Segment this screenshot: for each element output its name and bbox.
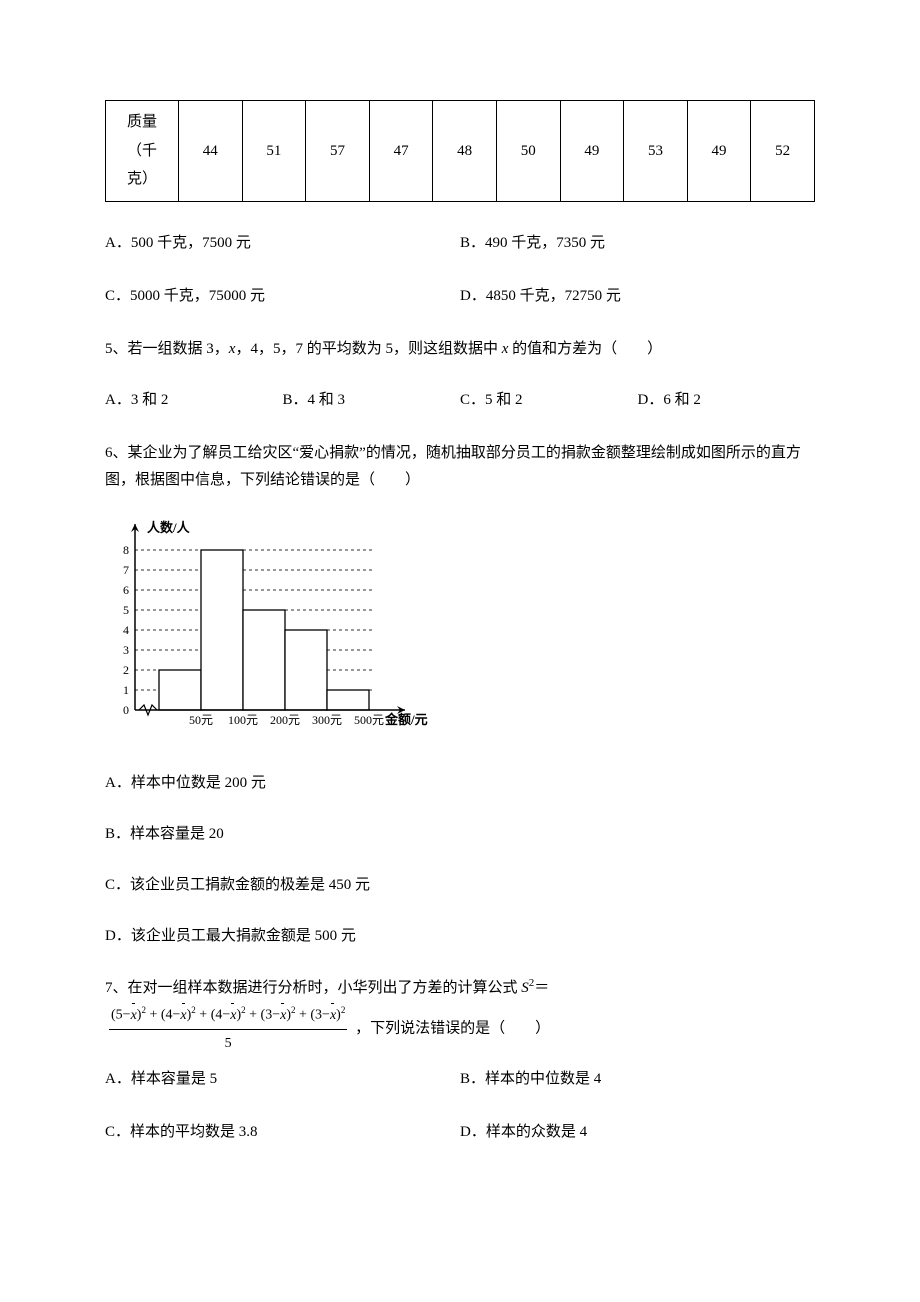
q7-options-row2: C．样本的平均数是 3.8 D．样本的众数是 4 bbox=[105, 1119, 815, 1146]
q4-option-d: D．4850 千克，72750 元 bbox=[460, 283, 815, 310]
q7-denominator: 5 bbox=[109, 1030, 347, 1056]
svg-text:0: 0 bbox=[123, 703, 129, 717]
row-header-line: 克） bbox=[127, 171, 157, 187]
row-header-cell: 质量 （千 克） bbox=[106, 101, 179, 202]
q4-option-c: C．5000 千克，75000 元 bbox=[105, 283, 460, 310]
q5-option-a: A．3 和 2 bbox=[105, 387, 283, 414]
q7-options-row1: A．样本容量是 5 B．样本的中位数是 4 bbox=[105, 1066, 815, 1093]
svg-text:3: 3 bbox=[123, 643, 129, 657]
q5-text: 5、若一组数据 3，x，4，5，7 的平均数为 5，则这组数据中 x 的值和方差… bbox=[105, 336, 815, 363]
svg-text:1: 1 bbox=[123, 683, 129, 697]
table-cell: 44 bbox=[179, 101, 243, 202]
chart-svg: 0 1 2 3 4 5 6 7 8 50元 100元 200元 300元 500元 人数/人金额/元 bbox=[105, 510, 435, 740]
q4-options-row2: C．5000 千克，75000 元 D．4850 千克，72750 元 bbox=[105, 283, 815, 310]
table-cell: 53 bbox=[624, 101, 688, 202]
q5-option-b: B．4 和 3 bbox=[283, 387, 461, 414]
svg-text:2: 2 bbox=[123, 663, 129, 677]
table-cell: 50 bbox=[496, 101, 560, 202]
q6-option-a: A．样本中位数是 200 元 bbox=[105, 770, 815, 797]
q4-option-b: B．490 千克，7350 元 bbox=[460, 230, 815, 257]
q5-options: A．3 和 2 B．4 和 3 C．5 和 2 D．6 和 2 bbox=[105, 387, 815, 414]
table-cell: 51 bbox=[242, 101, 306, 202]
q6-option-c: C．该企业员工捐款金额的极差是 450 元 bbox=[105, 872, 815, 899]
q5-option-c: C．5 和 2 bbox=[460, 387, 638, 414]
q7-eq: ＝ bbox=[534, 980, 549, 996]
svg-text:8: 8 bbox=[123, 543, 129, 557]
q6-option-d: D．该企业员工最大捐款金额是 500 元 bbox=[105, 923, 815, 950]
svg-text:200元: 200元 bbox=[270, 713, 300, 727]
svg-text:100元: 100元 bbox=[228, 713, 258, 727]
svg-text:7: 7 bbox=[123, 563, 129, 577]
row-header-line: （千 bbox=[127, 143, 157, 159]
svg-text:50元: 50元 bbox=[189, 713, 213, 727]
q7-pre: 7、在对一组样本数据进行分析时，小华列出了方差的计算公式 bbox=[105, 980, 521, 996]
table-cell: 52 bbox=[751, 101, 815, 202]
page: 质量 （千 克） 44 51 57 47 48 50 49 53 49 52 A… bbox=[0, 0, 920, 1302]
q4-options-row1: A．500 千克，7500 元 B．490 千克，7350 元 bbox=[105, 230, 815, 257]
q7-option-b: B．样本的中位数是 4 bbox=[460, 1066, 815, 1093]
mass-table: 质量 （千 克） 44 51 57 47 48 50 49 53 49 52 bbox=[105, 100, 815, 202]
table-row: 质量 （千 克） 44 51 57 47 48 50 49 53 49 52 bbox=[106, 101, 815, 202]
q7-numerator: (5−x)2 + (4−x)2 + (4−x)2 + (3−x)2 + (3−x… bbox=[109, 1002, 347, 1030]
table-cell: 57 bbox=[306, 101, 370, 202]
table-cell: 47 bbox=[369, 101, 433, 202]
svg-text:500元: 500元 bbox=[354, 713, 384, 727]
table-cell: 49 bbox=[560, 101, 624, 202]
q6-text: 6、某企业为了解员工给灾区“爱心捐款”的情况，随机抽取部分员工的捐款金额整理绘制… bbox=[105, 440, 815, 494]
svg-text:人数/人: 人数/人 bbox=[147, 520, 191, 535]
q7-option-c: C．样本的平均数是 3.8 bbox=[105, 1119, 460, 1146]
table-cell: 49 bbox=[687, 101, 751, 202]
q7-s: S bbox=[521, 980, 529, 996]
row-header-line: 质量 bbox=[127, 114, 157, 130]
q5-option-d: D．6 和 2 bbox=[638, 387, 816, 414]
q4-option-a: A．500 千克，7500 元 bbox=[105, 230, 460, 257]
svg-text:6: 6 bbox=[123, 583, 129, 597]
q7-post: ，下列说法错误的是（ ） bbox=[355, 1020, 550, 1036]
svg-text:300元: 300元 bbox=[312, 713, 342, 727]
svg-text:4: 4 bbox=[123, 623, 129, 637]
svg-text:5: 5 bbox=[123, 603, 129, 617]
q7-option-d: D．样本的众数是 4 bbox=[460, 1119, 815, 1146]
q7-text: 7、在对一组样本数据进行分析时，小华列出了方差的计算公式 S2＝ (5−x)2 … bbox=[105, 974, 815, 1056]
svg-text:金额/元: 金额/元 bbox=[384, 712, 428, 727]
q6-option-b: B．样本容量是 20 bbox=[105, 821, 815, 848]
q5-mid: ，4，5，7 的平均数为 5，则这组数据中 bbox=[235, 341, 501, 357]
q7-option-a: A．样本容量是 5 bbox=[105, 1066, 460, 1093]
q5-pre: 5、若一组数据 3， bbox=[105, 341, 229, 357]
histogram-chart: 0 1 2 3 4 5 6 7 8 50元 100元 200元 300元 500元 人数/人金额/元 bbox=[105, 510, 815, 750]
table-cell: 48 bbox=[433, 101, 497, 202]
q5-post: 的值和方差为（ ） bbox=[508, 341, 662, 357]
q7-fraction: (5−x)2 + (4−x)2 + (4−x)2 + (3−x)2 + (3−x… bbox=[109, 1002, 347, 1056]
